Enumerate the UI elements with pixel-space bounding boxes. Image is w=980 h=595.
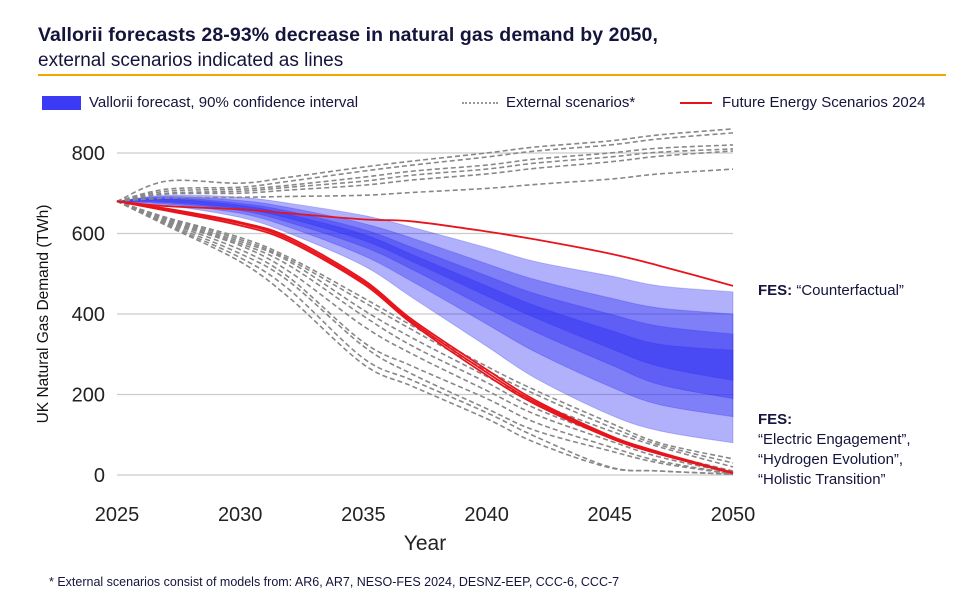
confidence-band-1 <box>116 194 734 444</box>
fes-line-holistic-transition <box>116 200 734 475</box>
dotted-line-swatch-icon <box>462 101 498 104</box>
x-tick-label: 2035 <box>341 504 386 526</box>
legend-label-external: External scenarios* <box>506 94 636 111</box>
y-tick-label: 400 <box>72 304 105 326</box>
annotation-counterfactual-name: “Counterfactual” <box>796 282 904 299</box>
y-tick-label: 600 <box>72 224 105 246</box>
fes-line-hydrogen-evolution <box>116 200 734 474</box>
annotation-holistic-transition: “Holistic Transition” <box>758 471 886 488</box>
x-tick-label: 2030 <box>218 504 263 526</box>
external-scenario-line <box>116 200 734 468</box>
legend-item-fes: Future Energy Scenarios 2024 <box>680 94 925 111</box>
confidence-band-2 <box>116 195 734 418</box>
chart-subtitle: external scenarios indicated as lines <box>38 50 344 71</box>
confidence-band-4 <box>116 198 734 382</box>
fes-line-electric-engagement <box>116 200 734 474</box>
chart-title: Vallorii forecasts 28-93% decrease in na… <box>38 24 658 46</box>
external-scenario-line <box>116 200 734 464</box>
annotation-counterfactual-prefix: FES: <box>758 282 793 299</box>
footnote: * External scenarios consist of models f… <box>49 575 620 589</box>
x-tick-label: 2040 <box>464 504 509 526</box>
external-scenario-line <box>116 200 734 475</box>
annotation-others-prefix: FES: <box>758 411 793 428</box>
external-scenario-line <box>116 144 734 203</box>
y-tick-label: 0 <box>94 465 105 487</box>
fes-line-counterfactual <box>116 200 734 287</box>
title-underline <box>38 74 946 76</box>
annotation-electric-engagement: “Electric Engagement”, <box>758 431 911 448</box>
annotation-fes-others: FES: “Electric Engagement”, “Hydrogen Ev… <box>758 410 911 490</box>
legend-item-external: External scenarios* <box>462 94 635 111</box>
legend-item-forecast-band: Vallorii forecast, 90% confidence interv… <box>42 94 358 111</box>
legend-label-fes: Future Energy Scenarios 2024 <box>722 94 926 111</box>
external-scenario-line <box>116 200 734 475</box>
external-scenario-line <box>116 128 734 203</box>
y-tick-label: 800 <box>72 143 105 165</box>
y-tick-label: 200 <box>72 385 105 407</box>
x-tick-label: 2025 <box>95 504 140 526</box>
external-scenario-line <box>116 150 734 203</box>
y-axis-label: UK Natural Gas Demand (TWh) <box>35 205 52 424</box>
band-swatch-icon <box>42 95 81 110</box>
legend-label-band: Vallorii forecast, 90% confidence interv… <box>89 94 359 111</box>
external-scenario-line <box>116 148 734 203</box>
external-scenario-line <box>116 200 734 475</box>
annotation-hydrogen-evolution: “Hydrogen Evolution”, <box>758 451 904 468</box>
annotation-counterfactual: FES: “Counterfactual” <box>758 281 904 301</box>
external-scenario-line <box>116 200 734 460</box>
external-scenario-line <box>116 200 734 474</box>
red-line-swatch-icon <box>680 101 712 104</box>
x-axis-label: Year <box>404 532 446 555</box>
external-scenario-line <box>116 132 734 203</box>
confidence-band-3 <box>116 197 734 400</box>
x-tick-label: 2045 <box>588 504 633 526</box>
x-tick-label: 2050 <box>711 504 756 526</box>
